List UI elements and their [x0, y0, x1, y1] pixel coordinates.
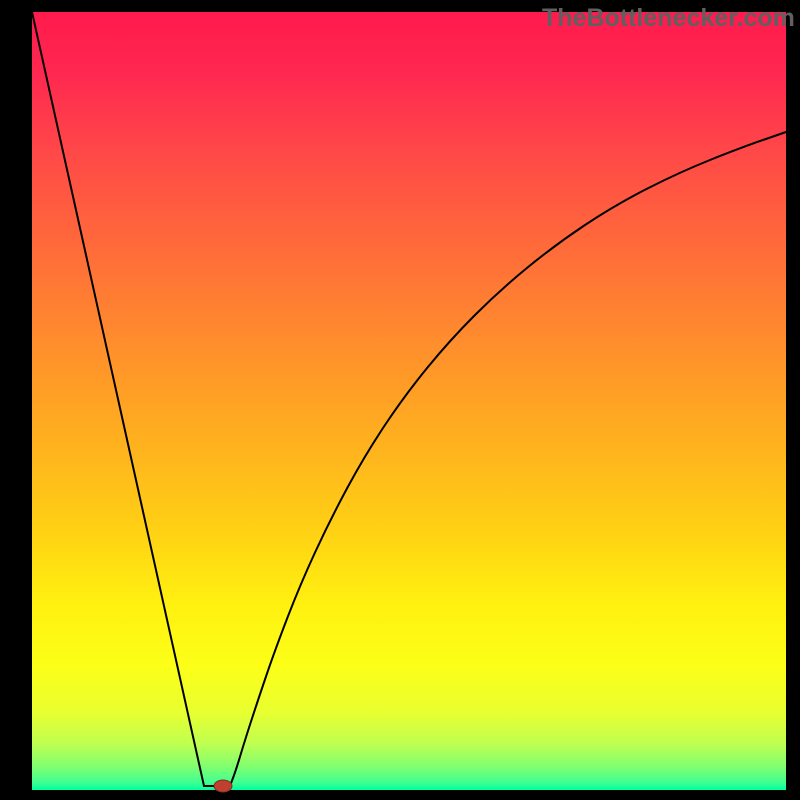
chart-svg — [0, 0, 800, 800]
chart-container: TheBottlenecker.com — [0, 0, 800, 800]
optimal-marker — [214, 780, 232, 792]
gradient-background — [32, 12, 786, 790]
watermark-text: TheBottlenecker.com — [542, 4, 795, 33]
